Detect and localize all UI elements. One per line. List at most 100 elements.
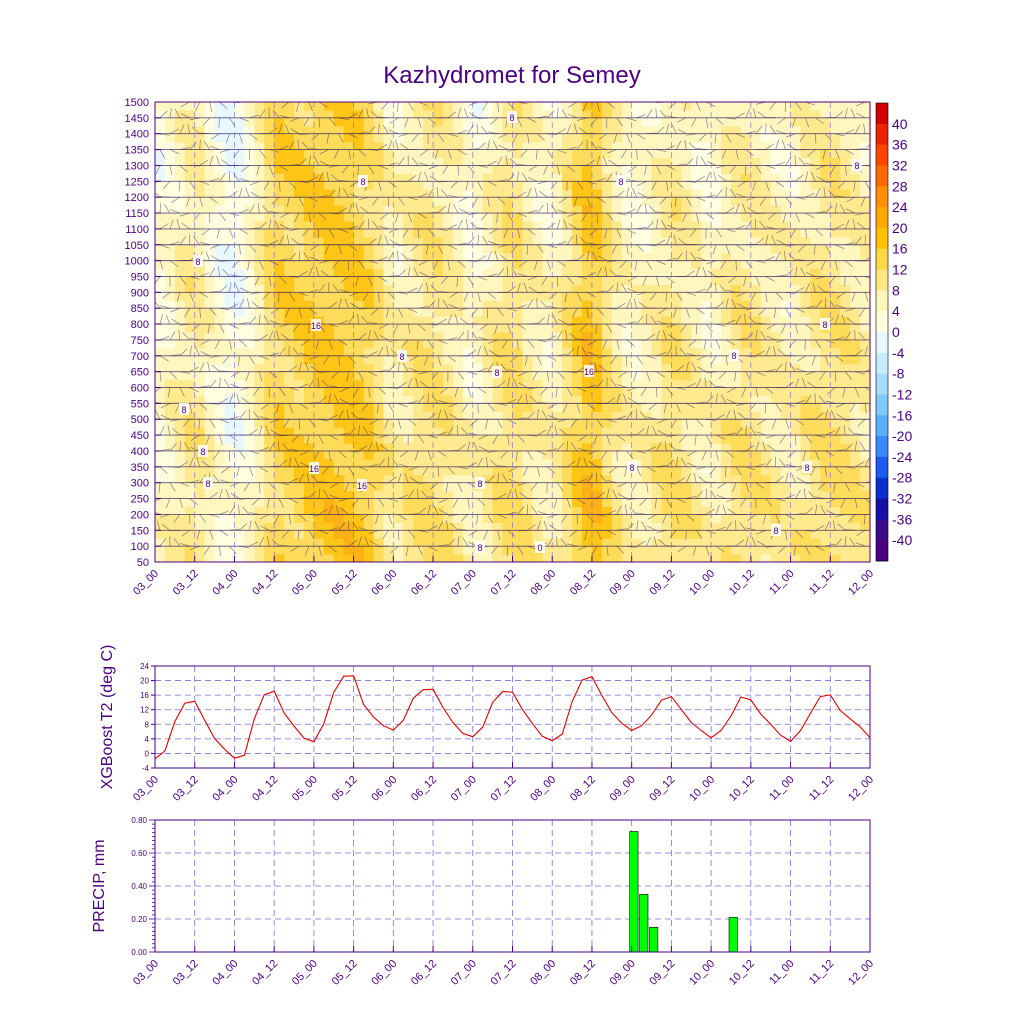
temperature-cell <box>512 466 524 476</box>
temperature-cell <box>383 308 394 317</box>
temperature-cell <box>582 173 593 182</box>
temperature-cell <box>313 498 325 508</box>
wind-barb <box>311 133 320 141</box>
temperature-cell <box>721 252 732 262</box>
temperature-cell <box>601 474 613 484</box>
temperature-cell <box>194 403 206 412</box>
temperature-cell <box>601 260 613 270</box>
temperature-cell <box>174 427 186 436</box>
temperature-cell <box>820 498 831 508</box>
temperature-cell <box>582 125 593 135</box>
temperature-cell <box>174 458 186 468</box>
temperature-cell <box>701 308 712 317</box>
temperature-cell <box>274 466 285 476</box>
wind-barb <box>328 117 336 126</box>
temperature-cell <box>860 141 870 151</box>
temperature-cell <box>661 181 672 190</box>
temperature-cell <box>323 443 335 452</box>
temperature-cell <box>423 141 434 151</box>
temperature-cell <box>234 387 245 397</box>
temperature-cell <box>313 300 325 309</box>
temperature-cell <box>601 308 613 317</box>
wind-barb <box>170 307 180 313</box>
temperature-cell <box>830 102 841 111</box>
temperature-cell <box>363 339 375 349</box>
temperature-cell <box>413 308 424 317</box>
temperature-cell <box>542 443 553 452</box>
wind-barb <box>357 165 359 176</box>
temperature-cell <box>681 197 692 206</box>
wind-barb <box>249 244 257 253</box>
temperature-cell <box>264 332 275 341</box>
temperature-cell <box>701 554 712 562</box>
temperature-cell <box>512 332 524 341</box>
temperature-cell <box>284 450 295 460</box>
temperature-cell <box>393 102 404 111</box>
temperature-cell <box>512 411 524 420</box>
wind-barb <box>408 513 419 515</box>
temperature-cell <box>780 197 792 206</box>
temperature-cell <box>224 403 236 412</box>
temperature-cell <box>492 141 504 151</box>
temperature-cell <box>681 220 692 230</box>
temperature-cell <box>621 546 633 555</box>
wind-barb <box>245 187 250 198</box>
temperature-cell <box>760 482 772 492</box>
temperature-cell <box>750 236 762 246</box>
temperature-cell <box>264 189 275 198</box>
temperature-cell <box>512 228 524 238</box>
temperature-cell <box>284 530 295 539</box>
temperature-cell <box>621 244 633 254</box>
temperature-cell <box>462 181 474 190</box>
wind-barb <box>326 133 330 144</box>
temperature-cell <box>820 284 831 293</box>
temperature-cell <box>264 316 275 325</box>
temperature-cell <box>433 109 444 119</box>
temperature-cell <box>770 371 782 381</box>
wind-barb <box>370 307 379 316</box>
temperature-cell <box>353 403 365 412</box>
temperature-cell <box>343 554 355 562</box>
temperature-cell <box>522 332 533 341</box>
temperature-cell <box>303 522 315 531</box>
temperature-cell <box>611 530 623 539</box>
temperature-cell <box>224 300 236 309</box>
temperature-cell <box>721 205 732 214</box>
temperature-cell <box>701 411 712 420</box>
temperature-cell <box>373 546 384 555</box>
temperature-cell <box>840 363 851 373</box>
temperature-cell <box>155 173 166 182</box>
wind-barb <box>358 445 368 452</box>
temperature-cell <box>502 482 514 492</box>
temperature-cell <box>413 292 424 301</box>
wind-barb <box>368 351 378 357</box>
temperature-cell <box>383 450 394 460</box>
temperature-cell <box>244 546 255 555</box>
temperature-cell <box>840 284 851 293</box>
temperature-cell <box>373 316 384 325</box>
temperature-cell <box>830 554 841 562</box>
temperature-cell <box>164 316 176 325</box>
wind-barb <box>384 419 389 429</box>
temperature-cell <box>860 411 870 420</box>
temperature-cell <box>492 482 504 492</box>
temperature-cell <box>333 197 345 206</box>
temperature-cell <box>691 482 702 492</box>
temperature-cell <box>452 220 464 230</box>
temperature-cell <box>641 530 653 539</box>
temperature-cell <box>800 339 812 349</box>
temperature-cell <box>591 427 603 436</box>
temperature-cell <box>611 522 623 531</box>
temperature-cell <box>552 133 563 143</box>
temperature-cell <box>512 157 524 167</box>
temperature-cell <box>572 141 583 151</box>
temperature-cell <box>323 490 335 500</box>
wind-barb <box>219 546 221 557</box>
temperature-cell <box>383 300 394 309</box>
temperature-cell <box>522 427 533 436</box>
temperature-cell <box>681 458 692 468</box>
temperature-cell <box>730 546 742 555</box>
temperature-cell <box>522 109 533 119</box>
temperature-cell <box>482 316 494 325</box>
temperature-cell <box>542 149 553 159</box>
